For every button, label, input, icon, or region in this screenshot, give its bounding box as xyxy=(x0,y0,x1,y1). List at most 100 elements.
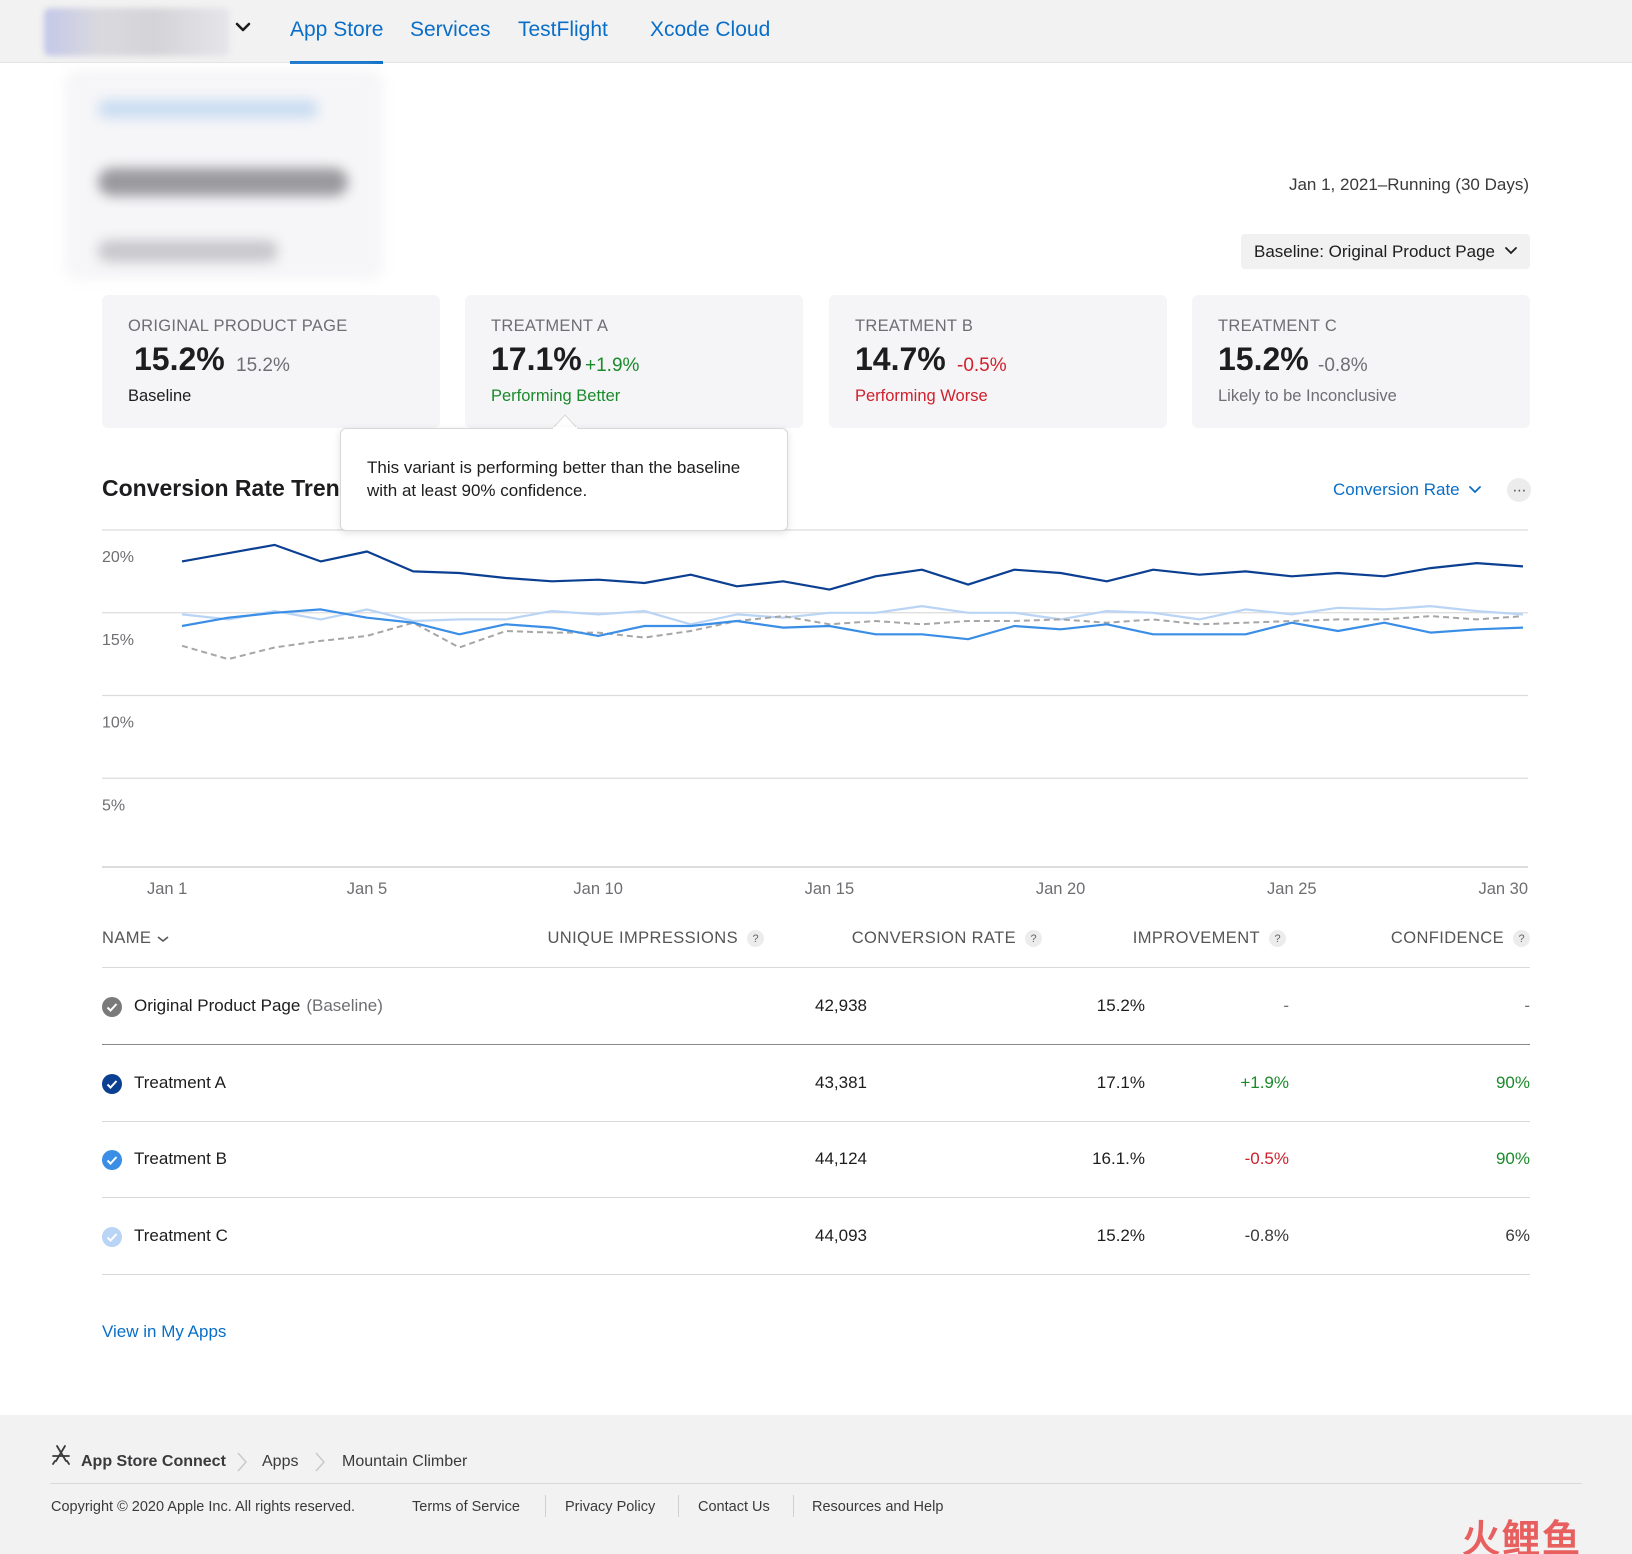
confidence-tooltip: This variant is performing better than t… xyxy=(340,428,788,531)
card-original-product-page: ORIGINAL PRODUCT PAGE 15.2% 15.2% Baseli… xyxy=(102,295,440,428)
series-line-treatment-a xyxy=(181,543,1524,591)
y-tick-label: 20% xyxy=(102,549,134,566)
metric-select-label: Conversion Rate xyxy=(1333,480,1460,499)
card-status[interactable]: Performing Worse xyxy=(855,387,988,405)
x-tick-label: Jan 20 xyxy=(1036,880,1086,898)
table-header-divider xyxy=(102,967,1530,968)
col-header-confidence: CONFIDENCE ? xyxy=(1391,929,1530,948)
help-icon[interactable]: ? xyxy=(1025,930,1042,947)
privacy-policy-link[interactable]: Privacy Policy xyxy=(565,1499,656,1515)
terms-of-service-link[interactable]: Terms of Service xyxy=(412,1499,520,1515)
chevron-down-icon xyxy=(1505,247,1517,255)
app-store-connect-icon xyxy=(52,1445,70,1465)
col-header-improvement: IMPROVEMENT ? xyxy=(1133,929,1286,948)
x-tick-label: Jan 1 xyxy=(147,880,187,898)
card-status[interactable]: Performing Better xyxy=(491,387,621,405)
row-improvement: - xyxy=(1283,996,1289,1015)
more-options-button[interactable]: ⋯ xyxy=(1507,478,1531,502)
test-date-range: Jan 1, 2021–Running (30 Days) xyxy=(1288,175,1529,194)
tab-testflight[interactable]: TestFlight xyxy=(518,18,608,41)
col-header-impressions: UNIQUE IMPRESSIONS ? xyxy=(547,929,764,948)
row-confidence: 90% xyxy=(1495,1073,1530,1092)
chevron-down-icon[interactable] xyxy=(234,18,252,36)
table-row: Treatment A 43,381 17.1% +1.9% 90% xyxy=(102,1046,1530,1122)
table-row: Treatment B 44,124 16.1.% -0.5% 90% xyxy=(102,1122,1530,1198)
chevron-down-icon xyxy=(157,935,169,942)
row-confidence: - xyxy=(1524,996,1530,1015)
check-circle-icon[interactable] xyxy=(102,1074,122,1094)
series-line-baseline xyxy=(181,615,1524,661)
footer-separator xyxy=(793,1495,794,1517)
footer: App Store Connect Apps Mountain Climber … xyxy=(0,1415,1632,1554)
metric-select[interactable]: Conversion Rate xyxy=(1333,480,1482,500)
help-icon[interactable]: ? xyxy=(747,930,764,947)
row-conversion-rate: 17.1% xyxy=(1096,1073,1145,1092)
col-header-impressions-label: UNIQUE IMPRESSIONS xyxy=(547,929,738,947)
x-tick-label: Jan 25 xyxy=(1267,880,1317,898)
col-header-improvement-label: IMPROVEMENT xyxy=(1132,929,1260,947)
y-tick-label: 5% xyxy=(102,797,125,814)
card-status: Baseline xyxy=(128,387,192,405)
row-conversion-rate: 15.2% xyxy=(1096,1226,1145,1245)
chevron-right-icon xyxy=(237,1452,247,1472)
card-title: TREATMENT A xyxy=(491,317,609,335)
check-circle-icon[interactable] xyxy=(102,997,122,1017)
series-line-treatment-c xyxy=(181,604,1524,626)
help-icon[interactable]: ? xyxy=(1269,930,1286,947)
card-value: 15.2% xyxy=(134,341,225,377)
row-impressions: 44,124 xyxy=(815,1149,867,1168)
tooltip-arrow-mask xyxy=(553,427,577,430)
contact-us-link[interactable]: Contact Us xyxy=(698,1499,770,1515)
x-tick-label: Jan 5 xyxy=(347,880,387,898)
x-tick-label: Jan 10 xyxy=(573,880,623,898)
tab-xcode-cloud[interactable]: Xcode Cloud xyxy=(650,18,771,41)
tooltip-text: This variant is performing better than t… xyxy=(367,458,741,500)
x-tick-label: Jan 15 xyxy=(805,880,855,898)
row-impressions: 43,381 xyxy=(815,1073,867,1092)
baseline-select[interactable]: Baseline: Original Product Page xyxy=(1241,234,1530,269)
col-header-name[interactable]: NAME xyxy=(102,929,170,948)
row-name: Original Product Page (Baseline) xyxy=(134,996,383,1015)
row-improvement: -0.5% xyxy=(1244,1149,1289,1168)
row-confidence: 90% xyxy=(1495,1149,1530,1168)
card-delta: +1.9% xyxy=(585,355,640,376)
card-status[interactable]: Likely to be Inconclusive xyxy=(1218,387,1397,405)
row-conversion-rate: 16.1.% xyxy=(1092,1149,1145,1168)
card-treatment-c[interactable]: TREATMENT C 15.2% -0.8% Likely to be Inc… xyxy=(1192,295,1530,428)
table-row: Original Product Page (Baseline) 42,938 1… xyxy=(102,969,1530,1045)
breadcrumb-apps[interactable]: Apps xyxy=(262,1453,299,1470)
series-line-treatment-b xyxy=(181,608,1524,641)
table-row: Treatment C 44,093 15.2% -0.8% 6% xyxy=(102,1199,1530,1275)
y-tick-label: 10% xyxy=(102,715,134,732)
help-icon[interactable]: ? xyxy=(1513,930,1530,947)
row-name: Treatment A xyxy=(134,1073,226,1092)
card-treatment-a[interactable]: TREATMENT A 17.1% +1.9% Performing Bette… xyxy=(465,295,803,428)
check-circle-icon[interactable] xyxy=(102,1150,122,1170)
card-value: 15.2% xyxy=(1218,341,1309,377)
col-header-conversion-rate: CONVERSION RATE ? xyxy=(852,929,1042,948)
card-delta: -0.8% xyxy=(1318,355,1368,376)
watermark-text: 火鲤鱼 xyxy=(1462,1519,1583,1554)
chevron-right-icon xyxy=(315,1452,325,1472)
view-in-my-apps-link[interactable]: View in My Apps xyxy=(102,1322,227,1341)
breadcrumb-app-name[interactable]: Mountain Climber xyxy=(342,1453,468,1470)
footer-separator xyxy=(545,1495,546,1517)
account-switcher[interactable] xyxy=(44,8,230,56)
row-name: Treatment B xyxy=(134,1149,227,1168)
card-title: TREATMENT B xyxy=(855,317,974,335)
blurred-breadcrumb-link[interactable] xyxy=(98,100,318,118)
y-tick-label: 15% xyxy=(102,632,134,649)
row-impressions: 44,093 xyxy=(815,1226,867,1245)
card-treatment-b[interactable]: TREATMENT B 14.7% -0.5% Performing Worse xyxy=(829,295,1167,428)
col-header-confidence-label: CONFIDENCE xyxy=(1390,929,1504,947)
row-impressions: 42,938 xyxy=(815,996,867,1015)
tab-services[interactable]: Services xyxy=(410,18,491,41)
check-circle-icon[interactable] xyxy=(102,1227,122,1247)
tab-app-store[interactable]: App Store xyxy=(290,18,384,64)
breadcrumb-app-store-connect[interactable]: App Store Connect xyxy=(81,1453,226,1470)
row-confidence: 6% xyxy=(1505,1226,1530,1245)
row-name: Treatment C xyxy=(134,1226,228,1245)
baseline-select-label: Baseline: Original Product Page xyxy=(1254,241,1495,261)
card-title: TREATMENT C xyxy=(1218,317,1338,335)
resources-and-help-link[interactable]: Resources and Help xyxy=(812,1499,944,1515)
